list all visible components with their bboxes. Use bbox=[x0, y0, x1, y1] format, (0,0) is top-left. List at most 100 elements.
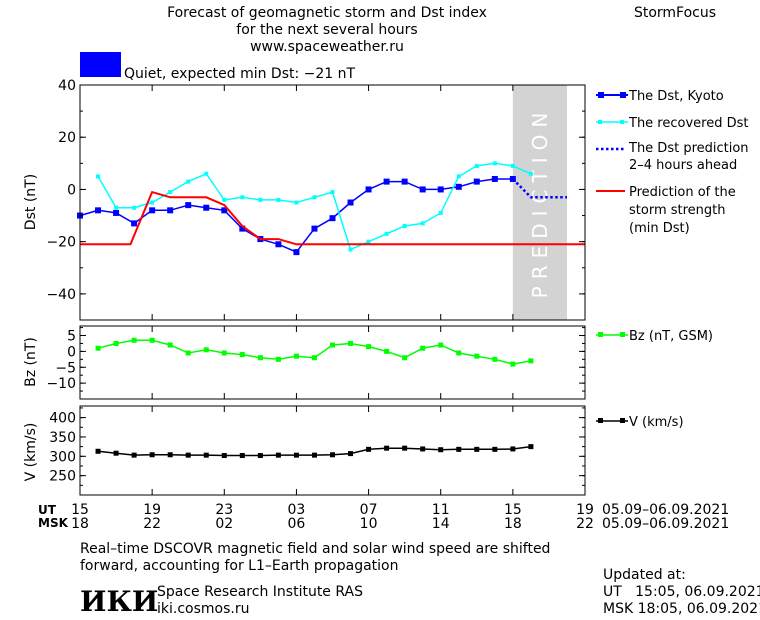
legend-strength-label-2: storm strength bbox=[629, 203, 726, 218]
y-tick-label: −40 bbox=[46, 287, 76, 303]
data-point bbox=[384, 231, 389, 236]
legend-v-marker bbox=[598, 418, 603, 423]
y-tick-label: 250 bbox=[49, 469, 76, 485]
data-point bbox=[239, 352, 245, 358]
ut-axis-label: UT bbox=[38, 503, 57, 517]
data-point bbox=[528, 444, 534, 450]
data-point bbox=[329, 215, 336, 222]
series-line bbox=[97, 162, 532, 251]
footer-note-line-2: forward, accounting for L1–Earth propaga… bbox=[80, 558, 399, 574]
updated-msk: MSK 18:05, 06.09.2021 bbox=[603, 601, 760, 617]
bz-panel: 50−5−10 Bz (nT) bbox=[23, 325, 586, 400]
ut-tick-label: 07 bbox=[360, 502, 378, 518]
y-tick-label: 0 bbox=[67, 182, 76, 198]
msk-tick-label: 18 bbox=[71, 516, 89, 532]
data-point bbox=[312, 195, 317, 200]
data-point bbox=[510, 446, 516, 452]
data-point bbox=[492, 356, 498, 362]
msk-tick-label: 22 bbox=[143, 516, 161, 532]
y-tick-label: 350 bbox=[49, 430, 76, 446]
data-point bbox=[293, 452, 299, 458]
data-point bbox=[113, 340, 119, 346]
legend-v-label: V (km/s) bbox=[629, 415, 684, 430]
data-point bbox=[167, 342, 173, 348]
data-point bbox=[420, 345, 426, 351]
legend-prediction-label-2: 2–4 hours ahead bbox=[629, 158, 737, 173]
data-point bbox=[204, 171, 209, 176]
legend-bz-marker bbox=[598, 332, 603, 337]
data-point bbox=[239, 225, 246, 232]
data-point bbox=[257, 355, 263, 361]
data-point bbox=[474, 353, 480, 359]
ut-tick-label: 15 bbox=[504, 502, 522, 518]
data-point bbox=[149, 337, 155, 343]
data-point bbox=[528, 171, 533, 176]
data-point bbox=[491, 176, 498, 182]
data-point bbox=[113, 450, 119, 456]
data-point bbox=[257, 453, 263, 459]
data-point bbox=[131, 337, 137, 343]
data-point bbox=[239, 453, 245, 459]
data-point bbox=[221, 207, 228, 214]
legend-recovered-marker bbox=[620, 120, 624, 124]
ut-tick-label: 15 bbox=[71, 502, 89, 518]
data-point bbox=[186, 179, 191, 184]
data-point bbox=[330, 342, 335, 348]
iki-logo: ИКИ bbox=[80, 585, 158, 618]
data-point bbox=[222, 197, 227, 202]
data-point bbox=[438, 210, 443, 215]
y-tick-label: −10 bbox=[46, 376, 76, 392]
brand-stormfocus: StormFocus bbox=[634, 5, 716, 21]
data-point bbox=[203, 347, 209, 353]
institute-site: iki.cosmos.ru bbox=[157, 601, 249, 617]
data-point bbox=[293, 353, 299, 359]
legend-bz-marker bbox=[620, 332, 625, 337]
institute-name: Space Research Institute RAS bbox=[157, 584, 363, 600]
legend-strength-label: Prediction of the bbox=[629, 185, 736, 200]
date-range-ut: 05.09–06.09.2021 bbox=[602, 502, 729, 518]
bz-ylabel: Bz (nT) bbox=[23, 337, 39, 387]
updated-ut: UT 15:05, 06.09.2021 bbox=[603, 584, 760, 600]
data-point bbox=[438, 342, 444, 348]
v-frame bbox=[79, 405, 586, 496]
ut-tick-label: 11 bbox=[432, 502, 450, 518]
data-point bbox=[348, 340, 354, 346]
data-point bbox=[294, 200, 299, 205]
series-line bbox=[79, 178, 513, 254]
msk-tick-label: 14 bbox=[432, 516, 450, 532]
ut-tick-label: 03 bbox=[288, 502, 306, 518]
data-point bbox=[167, 207, 174, 214]
msk-tick-label: 10 bbox=[360, 516, 378, 532]
legend-strength-label-3: (min Dst) bbox=[629, 221, 690, 236]
y-tick-label: 0 bbox=[67, 344, 76, 360]
data-point bbox=[330, 452, 335, 458]
legend-kyoto-marker bbox=[598, 92, 604, 98]
msk-axis-label: MSK bbox=[38, 516, 69, 530]
data-point bbox=[275, 241, 282, 248]
bz-frame bbox=[79, 325, 586, 400]
data-point bbox=[131, 220, 138, 227]
msk-tick-label: 18 bbox=[504, 516, 522, 532]
data-point bbox=[221, 453, 227, 459]
legend-prediction-label: The Dst prediction bbox=[628, 141, 749, 156]
v-ylabel: V (km/s) bbox=[23, 423, 39, 482]
data-point bbox=[510, 361, 516, 367]
v-y-axis: 400 350 300 250 bbox=[49, 406, 586, 496]
data-point bbox=[366, 239, 371, 244]
y-tick-label: 40 bbox=[58, 78, 76, 94]
data-point bbox=[437, 186, 444, 193]
bz-lines bbox=[95, 337, 534, 367]
data-point bbox=[240, 195, 245, 200]
legend-recovered-marker bbox=[598, 120, 602, 124]
series-line bbox=[80, 190, 585, 246]
y-tick-label: −20 bbox=[46, 235, 76, 251]
prediction-label: PREDICTION bbox=[528, 106, 552, 299]
y-tick-label: 20 bbox=[58, 130, 76, 146]
data-point bbox=[185, 350, 191, 356]
data-point bbox=[149, 207, 156, 214]
data-point bbox=[401, 178, 408, 185]
updated-label: Updated at: bbox=[603, 567, 686, 583]
legend-kyoto-label: The Dst, Kyoto bbox=[628, 89, 724, 104]
